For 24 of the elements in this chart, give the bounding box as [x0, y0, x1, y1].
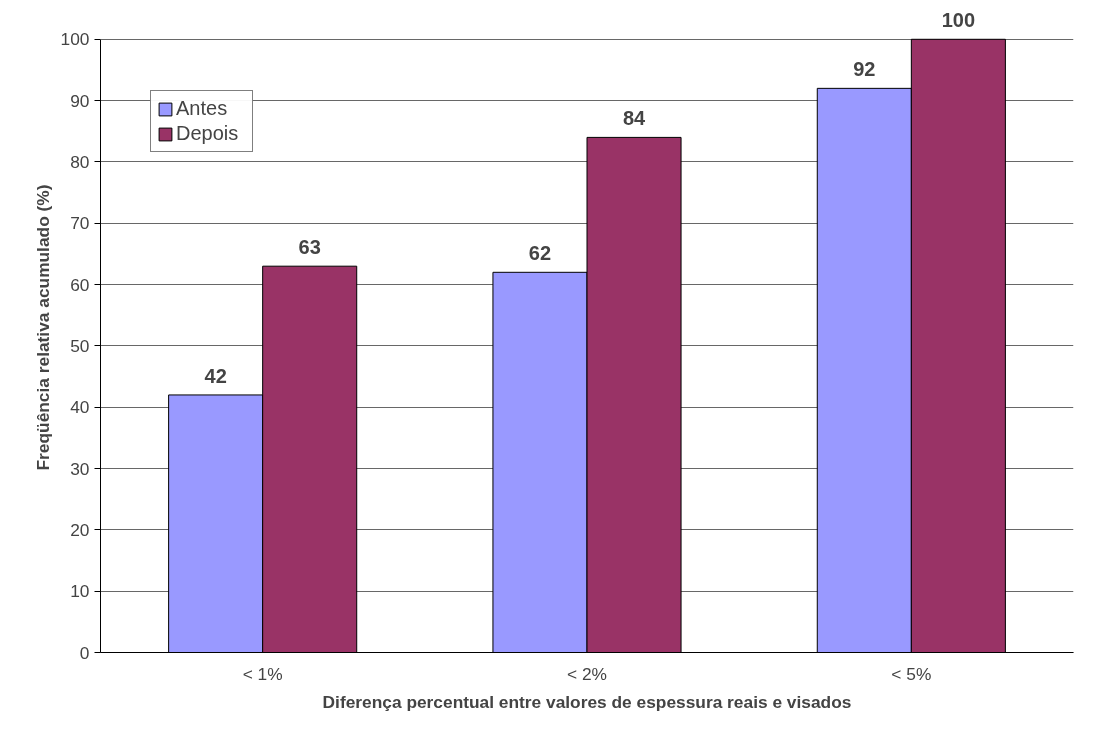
y-tick-label: 20 — [70, 519, 90, 540]
y-tick-label: 70 — [70, 213, 90, 234]
x-tick-label: < 5% — [891, 663, 932, 684]
y-tick-label: 90 — [70, 90, 90, 111]
legend-label: Depois — [176, 122, 240, 145]
data-label: 42 — [204, 364, 227, 387]
y-tick-label: 100 — [60, 29, 90, 50]
data-label: 84 — [622, 107, 647, 130]
data-label: 92 — [853, 58, 876, 81]
y-tick-label: 40 — [70, 397, 90, 418]
y-tick-label: 50 — [70, 335, 90, 356]
x-tick-label: < 1% — [242, 663, 283, 684]
y-tick-label: 30 — [70, 458, 90, 479]
x-axis-title: Diferença percentual entre valores de espessura reais e visados — [322, 691, 852, 712]
y-tick-label: 80 — [70, 151, 90, 172]
data-label: 63 — [298, 236, 321, 259]
data-label: 100 — [941, 9, 976, 32]
y-tick-label: 10 — [70, 581, 90, 602]
y-axis-title: Freqüência relativa acumulado (%) — [32, 184, 53, 471]
x-tick-label: < 2% — [567, 663, 607, 684]
data-label: 62 — [528, 242, 552, 265]
legend-label: Antes — [176, 97, 229, 120]
y-tick-label: 0 — [79, 642, 90, 663]
y-tick-label: 60 — [70, 274, 90, 295]
